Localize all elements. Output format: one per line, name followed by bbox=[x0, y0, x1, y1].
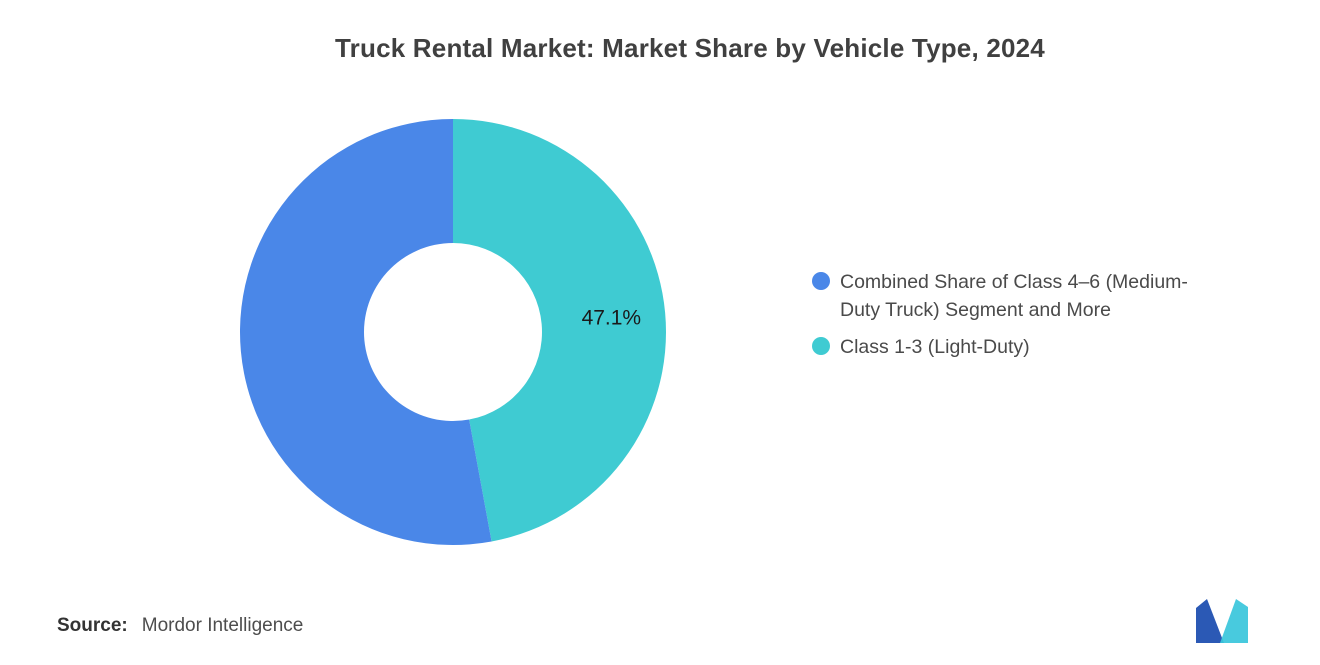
source-text: Mordor Intelligence bbox=[141, 615, 304, 636]
donut-data-label: 47.1% bbox=[582, 307, 642, 330]
donut-chart: 47.1% bbox=[240, 119, 667, 545]
donut-segment[interactable] bbox=[240, 119, 492, 545]
source-label: Source: bbox=[57, 615, 128, 636]
logo-right-shape bbox=[1220, 599, 1248, 643]
legend-marker-blue bbox=[812, 272, 830, 290]
legend-item-light-duty[interactable]: Class 1-3 (Light-Duty) bbox=[812, 333, 1262, 361]
donut-chart-area: 47.1% bbox=[223, 102, 683, 562]
chart-title: Truck Rental Market: Market Share by Veh… bbox=[335, 33, 1045, 63]
mordor-intelligence-logo bbox=[1196, 599, 1248, 643]
logo-left-shape bbox=[1196, 599, 1224, 643]
donut-segment[interactable] bbox=[453, 119, 667, 542]
chart-legend: Combined Share of Class 4–6 (Medium-Duty… bbox=[812, 268, 1262, 370]
legend-label: Class 1-3 (Light-Duty) bbox=[840, 336, 1030, 358]
legend-label: Combined Share of Class 4–6 (Medium-Duty… bbox=[840, 271, 1188, 321]
legend-item-medium-duty[interactable]: Combined Share of Class 4–6 (Medium-Duty… bbox=[812, 268, 1262, 324]
legend-marker-teal bbox=[812, 337, 830, 355]
source-attribution: Source: Mordor Intelligence bbox=[57, 615, 303, 637]
